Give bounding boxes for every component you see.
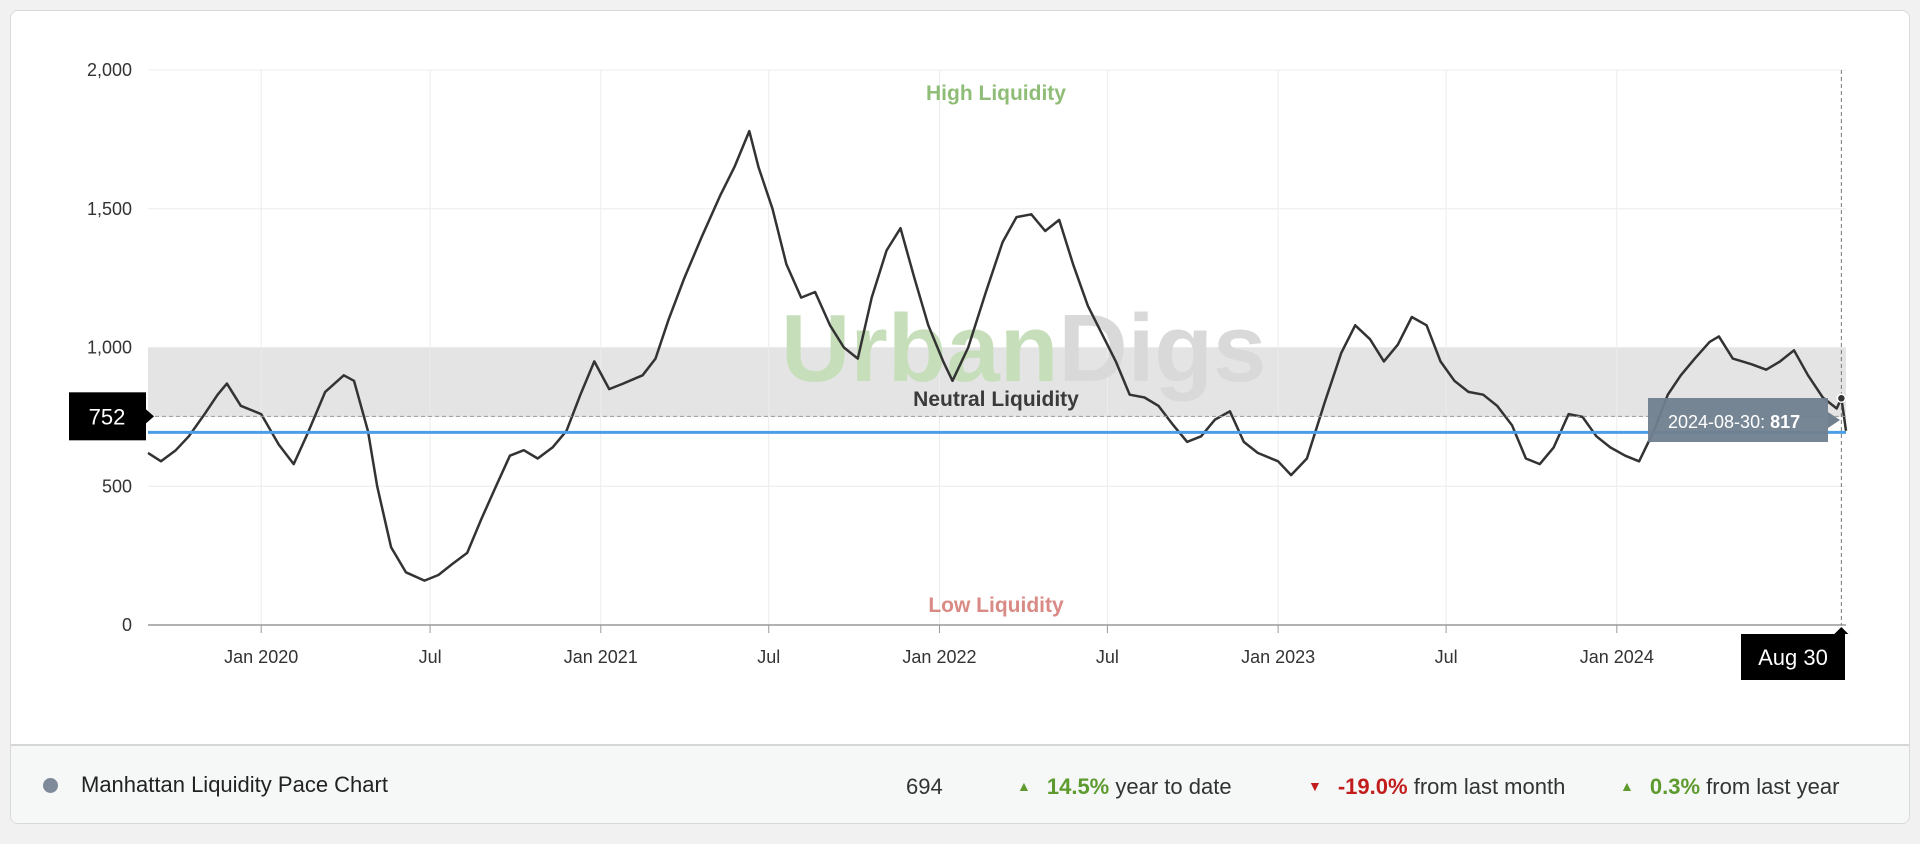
crosshair-y-label-box	[69, 392, 146, 441]
x-tick-label: Jul	[419, 647, 442, 667]
up-arrow-icon: ▲	[1620, 778, 1634, 794]
neutral-liquidity-label: Neutral Liquidity	[913, 388, 1079, 411]
x-tick-label: Jul	[1435, 647, 1458, 667]
series-line-manhattan-liquidity	[147, 129, 1848, 582]
liquidity-chart[interactable]: 0 500 1,000 1,500 2,000 Jan 2020 Jul Jan 2021 Ju…	[11, 11, 1909, 743]
y-tick-label: 1,000	[87, 338, 132, 358]
hover-data-point	[1836, 393, 1847, 404]
tooltip-value: 817	[1770, 412, 1800, 432]
current-value: 694	[906, 774, 943, 799]
stat-label: year to date	[1115, 774, 1232, 799]
stat-label: from last year	[1706, 774, 1840, 799]
crosshair-x-label-pointer	[1834, 627, 1849, 634]
x-tick-label: Jan 2021	[564, 647, 638, 667]
crosshair-x-label: Aug 30	[1758, 645, 1828, 670]
x-tick-label: Jan 2020	[224, 647, 298, 667]
tooltip-box	[1648, 398, 1828, 442]
watermark-part2: Digs	[1058, 295, 1266, 402]
low-liquidity-label: Low Liquidity	[928, 594, 1064, 617]
x-tick-label: Jul	[1096, 647, 1119, 667]
watermark-part1: Urban	[781, 295, 1058, 402]
stat-from-last-month: ▼ -19.0% from last month	[1308, 774, 1565, 800]
stat-from-last-year: ▲ 0.3% from last year	[1620, 774, 1839, 800]
chart-card: 0 500 1,000 1,500 2,000 Jan 2020 Jul Jan 2021 Ju…	[10, 10, 1910, 824]
tooltip-text: 2024-08-30: 817	[1668, 412, 1800, 432]
watermark-logo: UrbanDigs	[781, 295, 1266, 402]
chart-legend-footer: Manhattan Liquidity Pace Chart 694 ▲ 14.5…	[11, 744, 1909, 823]
down-arrow-icon: ▼	[1308, 778, 1322, 794]
x-tick-label: Jan 2023	[1241, 647, 1315, 667]
x-tick-label: Jul	[757, 647, 780, 667]
high-liquidity-label: High Liquidity	[926, 82, 1066, 105]
y-tick-label: 500	[102, 476, 132, 496]
chart-area[interactable]: 0 500 1,000 1,500 2,000 Jan 2020 Jul Jan 2021 Ju…	[11, 11, 1909, 743]
y-tick-label: 1,500	[87, 199, 132, 219]
up-arrow-icon: ▲	[1017, 778, 1031, 794]
stat-value: 14.5%	[1046, 774, 1110, 799]
y-tick-label: 2,000	[87, 60, 132, 80]
crosshair-y-label-pointer	[146, 409, 154, 424]
legend-series-name[interactable]: Manhattan Liquidity Pace Chart	[81, 772, 388, 797]
y-tick-label: 0	[122, 615, 132, 635]
crosshair-y-label: 752	[89, 404, 126, 429]
x-tick-label: Jan 2022	[902, 647, 976, 667]
tooltip-date: 2024-08-30:	[1668, 412, 1770, 432]
x-tick-label: Jan 2024	[1580, 647, 1654, 667]
stat-year-to-date: ▲ 14.5% year to date	[1017, 774, 1232, 800]
legend-marker-icon	[43, 778, 58, 793]
tooltip-pointer	[1828, 412, 1840, 428]
crosshair-x-label-box	[1741, 634, 1845, 680]
stat-value: -19.0%	[1337, 774, 1408, 799]
stat-label: from last month	[1413, 774, 1566, 799]
neutral-liquidity-band	[148, 347, 1846, 417]
stat-value: 0.3%	[1649, 774, 1701, 799]
